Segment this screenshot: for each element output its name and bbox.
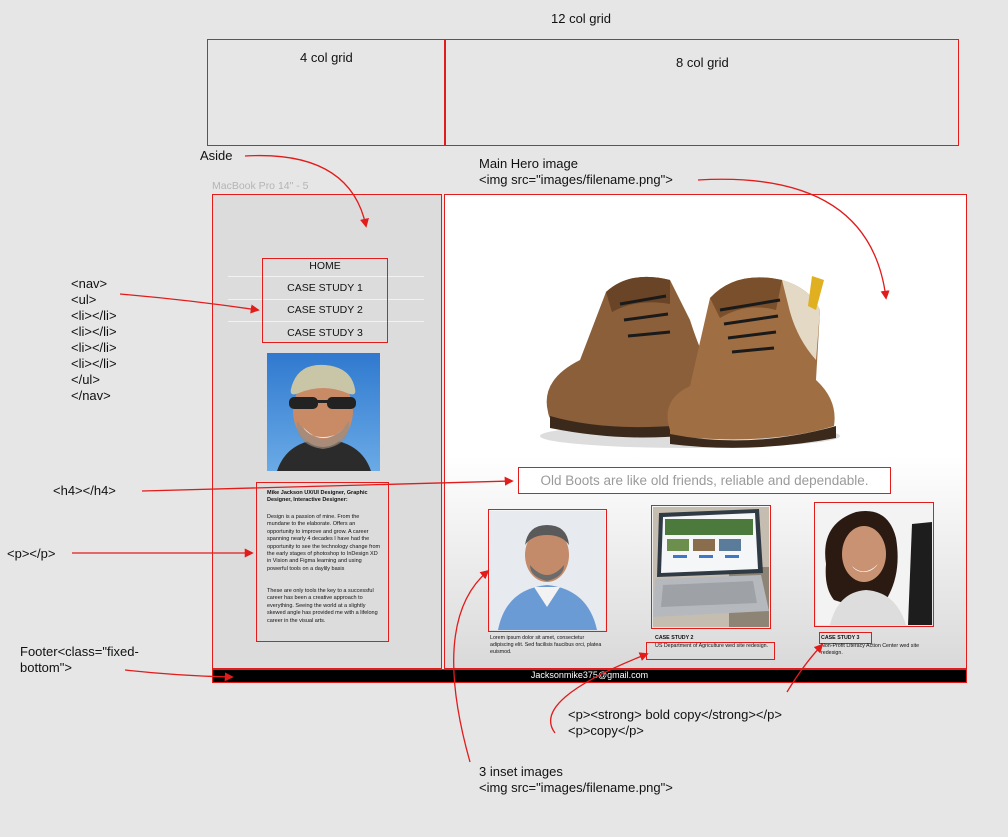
case-study-3-title-frame — [819, 632, 872, 644]
code-line: <li></li> — [71, 356, 117, 371]
code-line: <nav> — [71, 276, 108, 291]
code-line: <li></li> — [71, 308, 117, 323]
nav-divider — [228, 299, 424, 300]
hero-tagline: Old Boots are like old friends, reliable… — [540, 473, 869, 488]
nav-item-case-study-3[interactable]: CASE STUDY 3 — [287, 327, 363, 339]
nav-item-case-study-1[interactable]: CASE STUDY 1 — [287, 282, 363, 294]
case-study-3-text: Non-Profit Literacy Action Center wed si… — [821, 643, 920, 656]
nav-item-case-study-2[interactable]: CASE STUDY 2 — [287, 304, 363, 316]
nav-item-home[interactable]: HOME — [309, 260, 341, 272]
grid-8-col-label: 8 col grid — [676, 55, 729, 70]
copy-annotation: <p>copy</p> — [568, 723, 644, 738]
grid-12-col-box — [207, 39, 959, 146]
frame-label: MacBook Pro 14" - 5 — [212, 180, 309, 192]
inset-image-2 — [653, 507, 769, 627]
aside-annotation: Aside — [200, 148, 233, 163]
profile-photo — [267, 353, 380, 471]
bio-heading: Mike Jackson UX/UI Designer, Graphic Des… — [267, 490, 368, 503]
tagline-container — [518, 467, 891, 494]
inset-image-3 — [816, 504, 932, 625]
bio-paragraph-2: These are only tools the key to a succes… — [267, 588, 378, 624]
code-line: <li></li> — [71, 324, 117, 339]
bio-paragraph-1: Design is a passion of mine. From the mu… — [267, 514, 381, 572]
inset-image-2-frame — [651, 505, 771, 629]
inset-image-3-frame — [814, 502, 934, 627]
nav-divider — [228, 276, 424, 277]
footer-email-link[interactable]: Jacksonmike375@gmail.com — [530, 670, 649, 680]
inset-annotation-code: <img src="images/filename.png"> — [479, 780, 673, 795]
case-study-3-title-text: CASE STUDY 3 — [821, 635, 860, 641]
case-study-2-title-frame — [646, 642, 775, 660]
p-annotation: <p></p> — [7, 546, 56, 561]
footer: Jacksonmike375@gmail.com — [212, 669, 967, 683]
code-line: </nav> — [71, 388, 111, 403]
code-line: <li></li> — [71, 340, 117, 355]
nav-menu — [262, 258, 388, 343]
case-study-2-text: US Department of Agriculture wed site re… — [655, 643, 769, 649]
nav-divider — [228, 321, 424, 322]
case-study-3-title: CASE STUDY 3 — [821, 635, 881, 642]
inset-annotation-title: 3 inset images — [479, 764, 563, 779]
hero-image — [520, 240, 850, 452]
nav-annotation-code: <nav> <ul> <li></li> <li></li> <li></li>… — [71, 276, 117, 404]
grid-4-col-label: 4 col grid — [300, 50, 353, 65]
inset-1-caption: Lorem ipsum dolor sit amet, consectetur … — [490, 635, 602, 655]
grid-divider — [444, 39, 446, 146]
code-line: Footer<class="fixed- — [20, 644, 139, 659]
footer-annotation: Footer<class="fixed- bottom"> — [20, 644, 139, 676]
hero-annotation-code: <img src="images/filename.png"> — [479, 172, 673, 187]
case-study-2-title: CASE STUDY 2 — [655, 635, 770, 642]
bold-copy-annotation: <p><strong> bold copy</strong></p> — [568, 707, 782, 722]
code-line: <ul> — [71, 292, 97, 307]
code-line: </ul> — [71, 372, 100, 387]
h4-annotation: <h4></h4> — [53, 483, 116, 498]
hero-annotation-title: Main Hero image — [479, 156, 578, 171]
code-line: bottom"> — [20, 660, 72, 675]
inset-image-1 — [490, 511, 605, 630]
case-study-2-title-text: CASE STUDY 2 — [655, 635, 694, 641]
grid-title: 12 col grid — [551, 11, 611, 26]
